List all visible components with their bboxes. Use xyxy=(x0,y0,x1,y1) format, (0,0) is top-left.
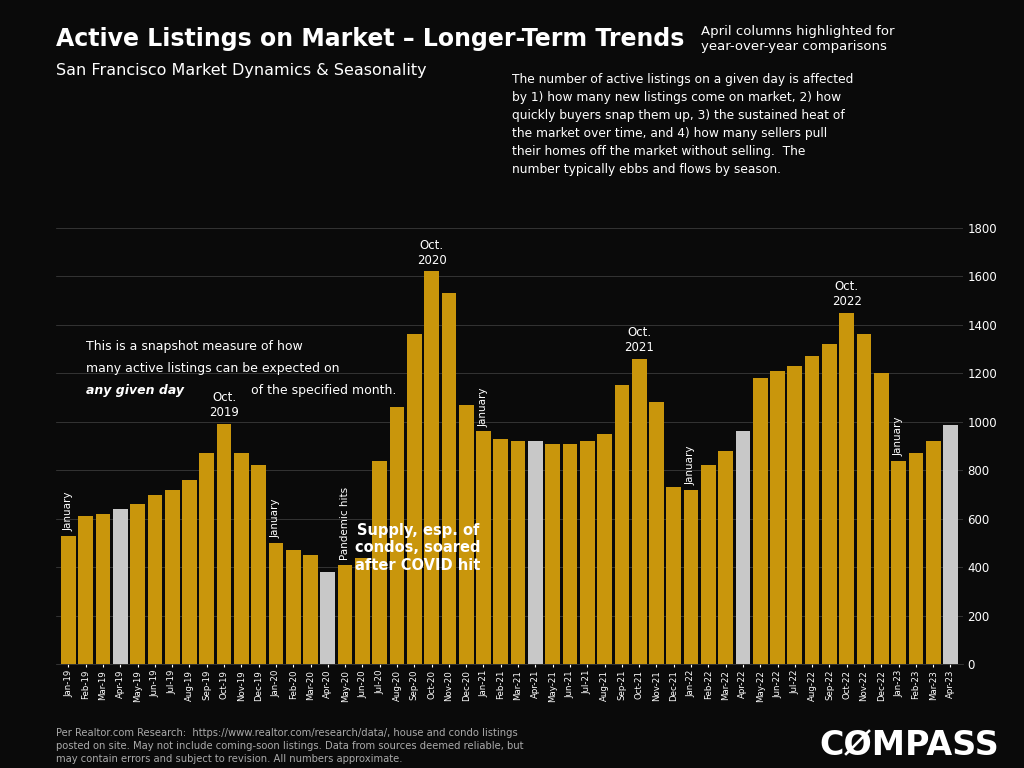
Bar xyxy=(891,461,906,664)
Bar xyxy=(165,490,179,664)
Bar xyxy=(338,565,352,664)
Bar xyxy=(787,366,802,664)
Bar xyxy=(147,495,162,664)
Bar xyxy=(614,386,629,664)
Bar xyxy=(200,453,214,664)
Bar xyxy=(926,441,940,664)
Text: January: January xyxy=(894,416,903,455)
Bar xyxy=(494,439,508,664)
Bar xyxy=(943,425,957,664)
Bar xyxy=(321,572,335,664)
Bar xyxy=(822,344,837,664)
Bar xyxy=(667,487,681,664)
Text: Oct.
2020: Oct. 2020 xyxy=(417,239,446,266)
Bar xyxy=(303,555,317,664)
Bar xyxy=(857,335,871,664)
Bar xyxy=(424,271,439,664)
Bar xyxy=(701,465,716,664)
Text: any given day: any given day xyxy=(86,384,183,397)
Text: January: January xyxy=(63,492,74,531)
Bar xyxy=(649,402,664,664)
Bar xyxy=(805,356,819,664)
Bar xyxy=(840,313,854,664)
Text: many active listings can be expected on: many active listings can be expected on xyxy=(86,362,339,375)
Bar xyxy=(95,514,111,664)
Text: January: January xyxy=(478,387,488,427)
Text: Active Listings on Market – Longer-Term Trends: Active Listings on Market – Longer-Term … xyxy=(56,27,685,51)
Bar xyxy=(286,551,301,664)
Text: Oct.
2019: Oct. 2019 xyxy=(209,392,239,419)
Text: CØMPASS: CØMPASS xyxy=(819,729,999,762)
Bar xyxy=(908,453,924,664)
Text: April columns highlighted for
year-over-year comparisons: April columns highlighted for year-over-… xyxy=(701,25,895,52)
Bar xyxy=(373,461,387,664)
Bar xyxy=(113,509,128,664)
Bar xyxy=(580,441,595,664)
Bar xyxy=(597,434,612,664)
Bar xyxy=(511,441,525,664)
Bar xyxy=(546,444,560,664)
Bar xyxy=(684,490,698,664)
Bar xyxy=(130,505,145,664)
Bar xyxy=(562,444,578,664)
Bar xyxy=(753,378,768,664)
Text: January: January xyxy=(271,498,281,538)
Text: January: January xyxy=(686,445,696,485)
Bar xyxy=(528,441,543,664)
Bar xyxy=(355,558,370,664)
Text: The number of active listings on a given day is affected
by 1) how many new list: The number of active listings on a given… xyxy=(512,73,853,176)
Bar xyxy=(234,453,249,664)
Text: Per Realtor.com Research:  https://www.realtor.com/research/data/, house and con: Per Realtor.com Research: https://www.re… xyxy=(56,728,524,764)
Bar xyxy=(873,373,889,664)
Bar xyxy=(182,480,197,664)
Bar xyxy=(441,293,457,664)
Bar xyxy=(735,432,751,664)
Bar xyxy=(79,516,93,664)
Text: Pandemic hits: Pandemic hits xyxy=(340,487,350,560)
Bar xyxy=(718,451,733,664)
Bar xyxy=(61,536,76,664)
Bar xyxy=(632,359,646,664)
Bar xyxy=(476,432,490,664)
Bar xyxy=(407,335,422,664)
Text: Supply, esp. of
condos, soared
after COVID hit: Supply, esp. of condos, soared after COV… xyxy=(355,523,480,573)
Bar xyxy=(770,371,784,664)
Bar xyxy=(217,424,231,664)
Text: This is a snapshot measure of how: This is a snapshot measure of how xyxy=(86,340,302,353)
Text: Oct.
2022: Oct. 2022 xyxy=(831,280,861,308)
Bar xyxy=(390,407,404,664)
Bar xyxy=(459,405,473,664)
Bar xyxy=(268,543,284,664)
Bar xyxy=(251,465,266,664)
Text: Oct.
2021: Oct. 2021 xyxy=(625,326,654,354)
Text: San Francisco Market Dynamics & Seasonality: San Francisco Market Dynamics & Seasonal… xyxy=(56,63,427,78)
Text: of the specified month.: of the specified month. xyxy=(247,384,396,397)
